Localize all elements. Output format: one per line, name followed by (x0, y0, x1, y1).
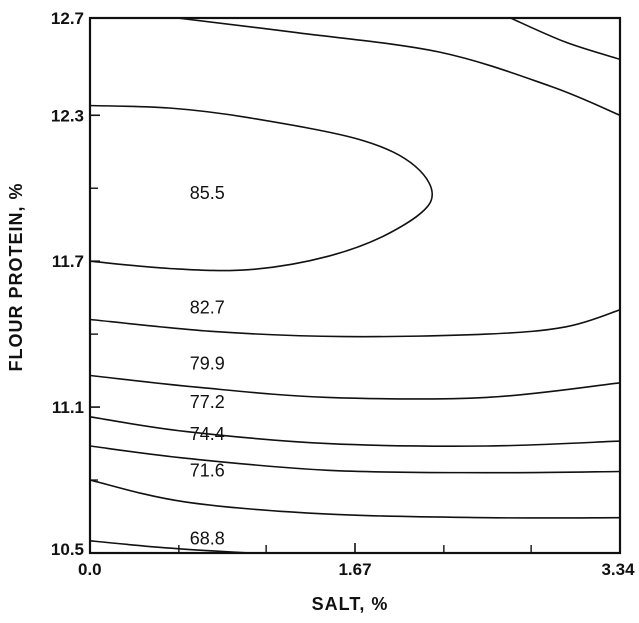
axis-ticks: 0.0 1.67 3.34 10.5 11.1 11.7 12.3 12.7 (51, 9, 635, 579)
contour-82-7-line (90, 309, 620, 338)
y-axis-title: FLOUR PROTEIN, % (6, 182, 26, 371)
contour-77-2-label: 77.2 (190, 392, 225, 412)
contour-74-4-line (90, 445, 620, 474)
contour-68-8-line (90, 540, 249, 553)
contour-71-6-line (90, 479, 620, 519)
contour-71-6-label: 71.6 (190, 460, 225, 480)
contour-85-5-line (90, 104, 433, 272)
contour-unlabeled-7-line (177, 18, 620, 117)
x-tick-label-0: 0.0 (78, 560, 102, 579)
contour-68-8-label: 68.8 (190, 528, 225, 548)
x-axis-title: SALT, % (312, 594, 389, 614)
y-tick-label-3: 12.3 (51, 106, 84, 125)
contour-79-9-line (90, 374, 620, 400)
x-tick-label-2: 3.34 (601, 560, 635, 579)
contour-labels: 68.8 71.6 74.4 77.2 79.9 82.7 85.5 (190, 183, 225, 548)
contour-74-4-label: 74.4 (190, 424, 225, 444)
contour-79-9-label: 79.9 (190, 353, 225, 373)
x-tick-label-1: 1.67 (338, 560, 371, 579)
contour-85-5-label: 85.5 (190, 183, 225, 203)
contour-lines (90, 18, 620, 553)
contour-82-7-label: 82.7 (190, 297, 225, 317)
contour-77-2-line (90, 416, 620, 447)
y-tick-label-2: 11.7 (52, 252, 84, 271)
y-tick-label-0: 10.5 (51, 540, 84, 559)
contour-unlabeled-8-line (510, 18, 620, 61)
y-tick-label-4: 12.7 (51, 9, 84, 28)
y-tick-label-1: 11.1 (52, 398, 84, 417)
